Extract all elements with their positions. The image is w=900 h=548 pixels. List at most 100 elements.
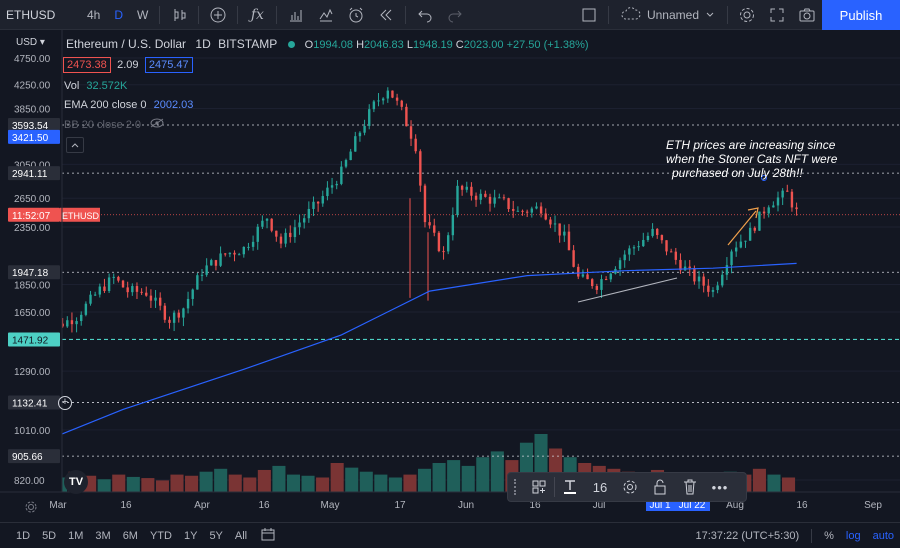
candle-body xyxy=(191,289,194,299)
time-tick-label: 16 xyxy=(258,500,270,511)
range-1y[interactable]: 1Y xyxy=(183,529,198,542)
ema-legend[interactable]: EMA 200 close 0 2002.03 xyxy=(64,99,193,111)
candle-body xyxy=(679,259,682,271)
candle-body xyxy=(433,225,436,233)
clock-timezone[interactable]: 17:37:22 (UTC+5:30) xyxy=(695,530,800,542)
price-tag-label: 1132.41 xyxy=(12,398,48,409)
candle-body xyxy=(126,287,129,293)
volume-bar xyxy=(112,474,126,492)
candle-body xyxy=(507,198,510,210)
anchor-point[interactable] xyxy=(761,175,767,181)
settings-gear-icon[interactable] xyxy=(732,0,762,30)
volume-value: 32.572K xyxy=(86,80,128,92)
candle-body xyxy=(247,246,250,248)
time-tick-label: 16 xyxy=(120,500,132,511)
volume-bar xyxy=(199,471,213,492)
trend-line[interactable] xyxy=(577,277,678,303)
percent-scale-toggle[interactable]: % xyxy=(824,530,834,542)
delete-trash-icon[interactable] xyxy=(675,473,705,501)
candle-body xyxy=(484,193,487,197)
drag-handle[interactable] xyxy=(514,479,524,495)
text-annotation[interactable]: ETH prices are increasing since when the… xyxy=(666,138,837,180)
candle-body xyxy=(321,196,324,204)
layout-icon[interactable] xyxy=(574,0,604,30)
bb-legend[interactable]: BB 20 close 2 0 xyxy=(64,118,164,131)
alert-icon[interactable] xyxy=(341,0,371,30)
interval-d[interactable]: D xyxy=(114,7,124,22)
candle-body xyxy=(84,303,88,315)
date-range-icon[interactable] xyxy=(261,527,275,544)
fullscreen-icon[interactable] xyxy=(762,0,792,30)
indicators-icon[interactable]: ƒx xyxy=(250,6,264,23)
pair-name[interactable]: Ethereum / U.S. Dollar xyxy=(66,37,187,51)
range-5d[interactable]: 5D xyxy=(42,529,57,542)
candle-body xyxy=(734,247,738,252)
candle-body xyxy=(145,292,148,296)
divider xyxy=(276,5,278,24)
buy-price-button[interactable]: 2475.47 xyxy=(144,57,193,73)
candle-body xyxy=(795,207,798,210)
templates-grid-icon[interactable] xyxy=(524,473,554,501)
range-1d[interactable]: 1D xyxy=(16,529,31,542)
candle-body xyxy=(516,210,520,212)
templates-icon[interactable] xyxy=(311,0,341,30)
range-5y[interactable]: 5Y xyxy=(209,529,223,542)
candle-body xyxy=(61,323,64,327)
undo-icon[interactable] xyxy=(410,0,440,30)
eye-hidden-icon[interactable] xyxy=(150,118,164,131)
add-plus-icon[interactable]: + xyxy=(58,396,72,410)
range-all[interactable]: All xyxy=(234,529,248,542)
replay-icon[interactable] xyxy=(371,0,401,30)
log-scale-toggle[interactable]: log xyxy=(845,530,861,542)
candle-body xyxy=(372,101,376,110)
collapse-legend-button[interactable] xyxy=(66,137,84,153)
volume-bar xyxy=(345,467,359,492)
candle-body xyxy=(637,246,640,248)
redo-icon[interactable] xyxy=(440,0,470,30)
sell-price-button[interactable]: 2473.38 xyxy=(63,57,111,73)
time-axis[interactable]: Mar 16 Apr 16 May 17 Jun 16 Jul Jul 1 Jul 22 Aug 16 S… xyxy=(49,497,882,511)
snapshot-camera-icon[interactable] xyxy=(792,0,822,30)
axis-settings-gear-icon[interactable] xyxy=(24,500,38,517)
auto-scale-toggle[interactable]: auto xyxy=(872,530,894,542)
price-tick-label: 4250.00 xyxy=(14,81,51,92)
settings-gear-icon[interactable] xyxy=(615,473,645,501)
financials-icon[interactable] xyxy=(281,0,311,30)
range-3m[interactable]: 3M xyxy=(95,529,111,542)
candle-body xyxy=(107,277,111,292)
time-tick-label: May xyxy=(321,500,340,511)
candle-body xyxy=(275,230,278,237)
candle-body xyxy=(474,195,478,200)
divider xyxy=(237,5,239,24)
price-chart[interactable]: 4750.00 4250.00 3850.00 3050.00 2650.00 2350.… xyxy=(0,30,900,522)
font-size-select[interactable]: 16 xyxy=(592,479,608,495)
range-6m[interactable]: 6M xyxy=(122,529,138,542)
interval-4h[interactable]: 4h xyxy=(87,7,101,22)
arrow-line[interactable] xyxy=(727,210,757,246)
close-value: 2023.00 xyxy=(463,39,504,51)
layout-name-button[interactable]: Unnamed xyxy=(613,6,723,24)
candle-body xyxy=(716,285,719,291)
range-1m[interactable]: 1M xyxy=(68,529,84,542)
compare-add-icon[interactable] xyxy=(203,0,233,30)
currency-selector[interactable]: USD ▾ xyxy=(16,37,45,48)
candle-body xyxy=(149,295,153,301)
bb-label: BB 20 close 2 0 xyxy=(64,119,142,131)
divider xyxy=(159,5,161,24)
range-ytd[interactable]: YTD xyxy=(149,529,172,542)
price-axis[interactable]: 4750.00 4250.00 3850.00 3050.00 2650.00 2350.… xyxy=(14,54,51,487)
volume-legend[interactable]: Vol 32.572K xyxy=(64,80,127,92)
symbol-search[interactable]: ETHUSD xyxy=(6,7,56,22)
more-options-icon[interactable]: ••• xyxy=(711,479,729,495)
price-tag-bg xyxy=(8,395,60,410)
interval-w[interactable]: W xyxy=(137,7,149,22)
text-color-icon[interactable] xyxy=(555,473,585,501)
candle-body xyxy=(349,151,352,161)
candle-body xyxy=(391,90,394,98)
candle-body xyxy=(665,240,668,252)
lock-icon[interactable] xyxy=(645,473,675,501)
publish-button[interactable]: Publish xyxy=(822,0,900,30)
time-tick-label: Jun xyxy=(458,500,474,511)
candle-body xyxy=(89,294,92,304)
bar-style-icon[interactable] xyxy=(164,0,194,30)
